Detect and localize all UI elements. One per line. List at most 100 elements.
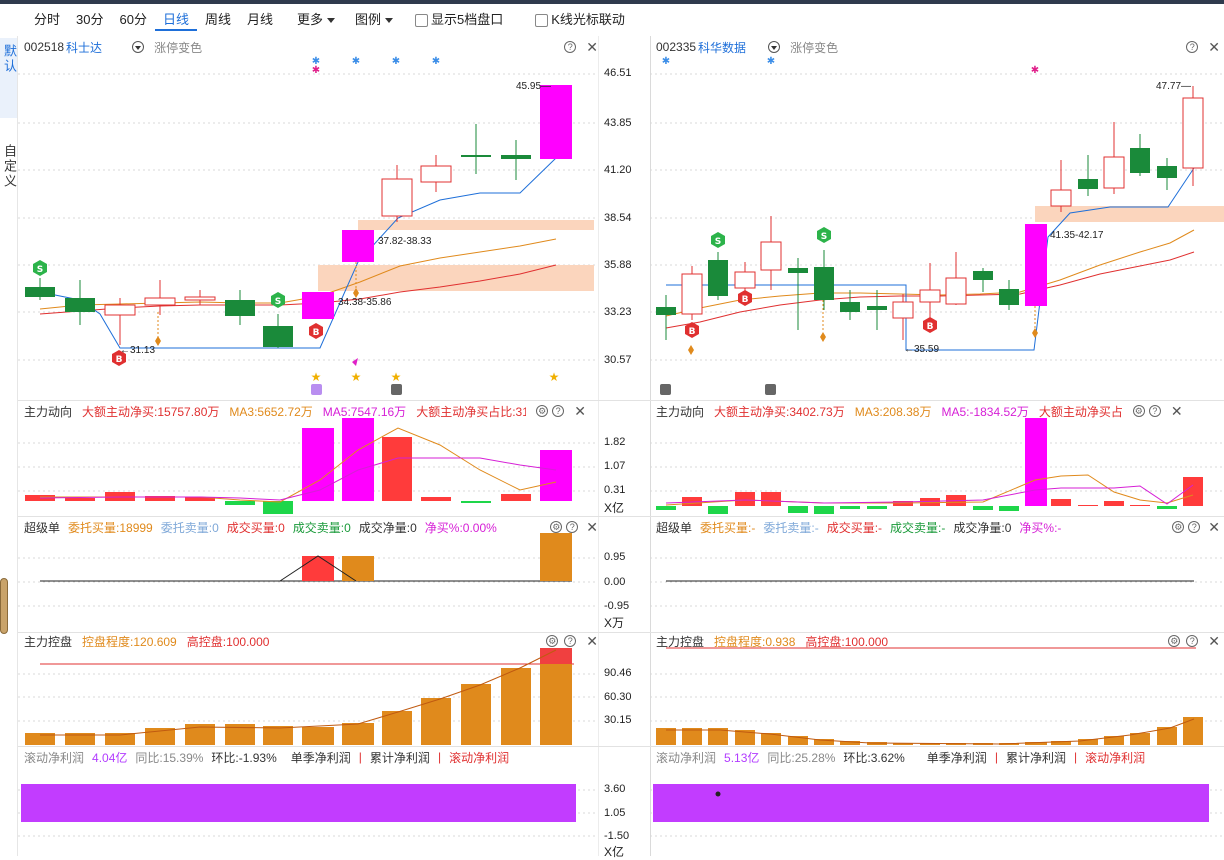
show-5-level-label: 显示5档盘口 (431, 12, 504, 27)
flow-bar (708, 506, 728, 514)
candle (681, 266, 703, 320)
event-icon[interactable] (311, 384, 322, 395)
candle (225, 290, 255, 325)
event-icon[interactable] (660, 384, 671, 395)
star-icon: ★ (351, 370, 362, 384)
flow-bar (735, 492, 755, 506)
control-bar (1025, 742, 1047, 745)
help-icon[interactable]: ? (1186, 41, 1199, 53)
settings-icon[interactable]: ⚙ (1168, 635, 1181, 647)
candle (892, 294, 914, 340)
event-icon[interactable] (391, 384, 402, 395)
show-5-level-checkbox[interactable]: 显示5档盘口 (407, 9, 511, 31)
candle (814, 250, 834, 310)
control-bar (461, 684, 491, 745)
flow-bar (382, 437, 412, 501)
left-profit-title: 滚动净利润 (24, 750, 85, 765)
net-line (279, 555, 357, 582)
legend-dropdown[interactable]: 图例 (347, 9, 401, 31)
svg-text:S: S (37, 265, 43, 275)
left-profit-tab-quarter[interactable]: 单季净利润 (290, 750, 351, 765)
settings-icon[interactable]: ⚙ (1132, 405, 1145, 417)
svg-text:B: B (742, 295, 749, 305)
period-tab-30m[interactable]: 30分 (76, 12, 104, 27)
right-profit-tab-rolling[interactable]: 滚动净利润 (1085, 750, 1146, 765)
left-super-dealsell: 成交卖量:0 (292, 520, 351, 535)
flow-bar (225, 501, 255, 505)
star-marker-icon: ✱ (312, 65, 320, 76)
close-icon[interactable]: ✕ (1208, 518, 1220, 535)
super-axis-label: -0.95 (604, 600, 630, 612)
candle (867, 290, 887, 330)
period-tab-daily[interactable]: 日线 (154, 9, 197, 31)
event-icon[interactable] (765, 384, 776, 395)
settings-icon[interactable]: ⚙ (536, 405, 549, 417)
svg-text:B: B (689, 327, 696, 337)
period-tab-fenshi[interactable]: 分时 (34, 12, 61, 27)
left-profit-value: 4.04亿 (92, 750, 128, 765)
left-stock-name[interactable]: 科士达 (66, 40, 103, 55)
close-icon[interactable]: ✕ (586, 38, 598, 55)
dropdown-icon[interactable] (132, 41, 145, 53)
sell-signal-icon: S (711, 232, 725, 248)
right-profit-tab-quarter[interactable]: 单季净利润 (926, 750, 987, 765)
left-super-pct: 净买%:0.00% (424, 520, 497, 535)
checkbox-icon (535, 14, 549, 28)
settings-icon[interactable]: ⚙ (1172, 521, 1185, 533)
settings-icon[interactable]: ⚙ (550, 521, 563, 533)
zone-label: 41.35-42.17 (1050, 230, 1104, 241)
help-icon[interactable]: ? (564, 635, 577, 647)
separator: | (358, 750, 362, 764)
price-axis-label: 43.85 (604, 117, 632, 129)
left-profit-tab-cumulative[interactable]: 累计净利润 (369, 750, 430, 765)
help-icon[interactable]: ? (1186, 635, 1199, 647)
profit-axis-label: -1.50 (604, 830, 630, 842)
right-stock-name[interactable]: 科华数据 (698, 40, 747, 55)
dropdown-icon[interactable] (768, 41, 781, 53)
period-tab-weekly[interactable]: 周线 (204, 12, 231, 27)
diamond-icon (820, 332, 826, 342)
close-icon[interactable]: ✕ (586, 518, 598, 535)
left-control-title: 主力控盘 (24, 634, 73, 649)
low-price-annotation: ←35.59 (904, 344, 939, 355)
right-super-header: 超级单 委托买量:- 委托卖量:- 成交买量:- 成交卖量:- 成交净量:0 净… (656, 517, 1220, 537)
left-profit-tab-rolling[interactable]: 滚动净利润 (449, 750, 510, 765)
separator: | (1073, 750, 1078, 764)
candle (420, 155, 452, 192)
left-flow-big: 大额主动净买:15757.80万 (82, 404, 220, 419)
help-icon[interactable]: ? (1148, 405, 1161, 417)
kline-link-checkbox[interactable]: K线光标联动 (527, 9, 633, 31)
diamond-icon (155, 336, 161, 346)
close-icon[interactable]: ✕ (586, 632, 598, 649)
sidebar-tab-default[interactable]: 默认 (0, 38, 17, 118)
scroll-handle[interactable] (0, 578, 8, 634)
close-icon[interactable]: ✕ (1208, 632, 1220, 649)
flow-bar (1051, 499, 1071, 506)
more-label: 更多 (297, 12, 324, 27)
control-bar (1078, 739, 1098, 745)
more-dropdown[interactable]: 更多 (289, 9, 343, 31)
right-profit-tab-cumulative[interactable]: 累计净利润 (1005, 750, 1066, 765)
left-flow-title: 主力动向 (24, 404, 73, 419)
help-icon[interactable]: ? (564, 41, 577, 53)
diamond-icon (688, 345, 694, 355)
star-marker-icon: ✱ (392, 56, 400, 67)
left-axis-divider (598, 36, 599, 856)
star-marker-icon: ✱ (352, 56, 360, 67)
close-icon[interactable]: ✕ (1208, 38, 1220, 55)
period-tab-60m[interactable]: 60分 (119, 12, 147, 27)
zone-label: 37.82-38.33 (378, 236, 432, 247)
flow-bar (867, 506, 887, 509)
sidebar-tab-custom[interactable]: 自定义 (0, 144, 17, 204)
flow-bar (461, 501, 491, 503)
help-icon[interactable]: ? (566, 521, 579, 533)
help-icon[interactable]: ? (1188, 521, 1201, 533)
close-icon[interactable]: ✕ (574, 402, 586, 419)
settings-icon[interactable]: ⚙ (546, 635, 559, 647)
flow-axis-label: 1.82 (604, 436, 626, 448)
candle (1050, 160, 1072, 212)
help-icon[interactable]: ? (552, 405, 565, 417)
period-tab-monthly[interactable]: 月线 (246, 12, 273, 27)
close-icon[interactable]: ✕ (1170, 402, 1183, 419)
control-bar (920, 743, 940, 745)
